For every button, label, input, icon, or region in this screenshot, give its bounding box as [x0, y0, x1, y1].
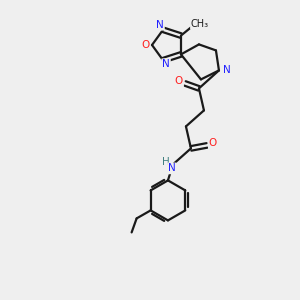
- Text: N: N: [162, 59, 170, 69]
- Text: O: O: [209, 138, 217, 148]
- Text: O: O: [141, 40, 149, 50]
- Text: N: N: [168, 164, 176, 173]
- Text: H: H: [162, 158, 170, 167]
- Text: N: N: [156, 20, 164, 30]
- Text: O: O: [175, 76, 183, 86]
- Text: N: N: [223, 65, 231, 75]
- Text: CH₃: CH₃: [191, 19, 209, 28]
